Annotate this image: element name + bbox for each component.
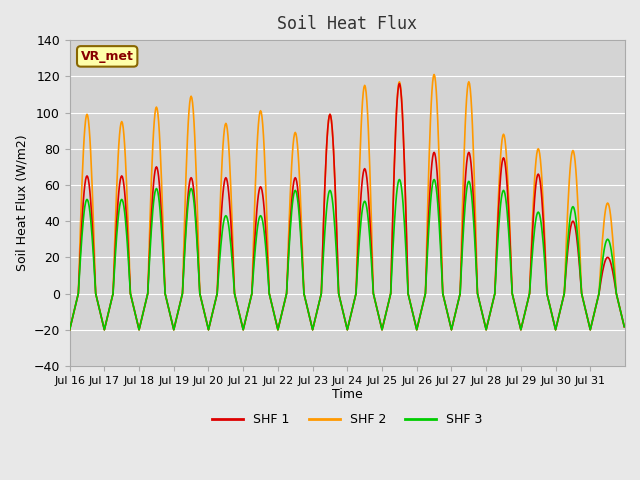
SHF 1 [436, 220, 444, 226]
SHF 3 [66, 327, 74, 333]
Text: VR_met: VR_met [81, 50, 134, 63]
Y-axis label: Soil Heat Flux (W/m2): Soil Heat Flux (W/m2) [15, 135, 28, 271]
SHF 1 [233, 300, 241, 305]
Legend: SHF 1, SHF 2, SHF 3: SHF 1, SHF 2, SHF 3 [207, 408, 488, 432]
SHF 2 [404, 291, 412, 297]
SHF 3 [260, 229, 268, 235]
SHF 2 [260, 145, 268, 151]
SHF 1 [66, 327, 74, 333]
SHF 3 [405, 294, 413, 300]
X-axis label: Time: Time [332, 388, 363, 401]
Title: Soil Heat Flux: Soil Heat Flux [277, 15, 417, 33]
SHF 1 [282, 297, 289, 302]
SHF 3 [436, 234, 444, 240]
SHF 2 [430, 72, 438, 77]
SHF 2 [131, 309, 139, 314]
SHF 1 [405, 294, 413, 300]
Line: SHF 3: SHF 3 [70, 180, 624, 330]
SHF 2 [282, 297, 289, 302]
SHF 3 [620, 324, 628, 330]
Line: SHF 1: SHF 1 [70, 84, 624, 330]
SHF 1 [260, 206, 268, 212]
SHF 2 [233, 300, 241, 305]
SHF 3 [233, 300, 241, 305]
SHF 1 [620, 324, 628, 330]
SHF 2 [66, 327, 74, 333]
SHF 2 [436, 181, 444, 187]
SHF 3 [282, 297, 289, 302]
SHF 1 [396, 81, 403, 86]
SHF 2 [620, 324, 628, 330]
SHF 3 [396, 177, 403, 182]
SHF 3 [131, 309, 139, 314]
SHF 1 [131, 309, 139, 314]
Line: SHF 2: SHF 2 [70, 74, 624, 330]
